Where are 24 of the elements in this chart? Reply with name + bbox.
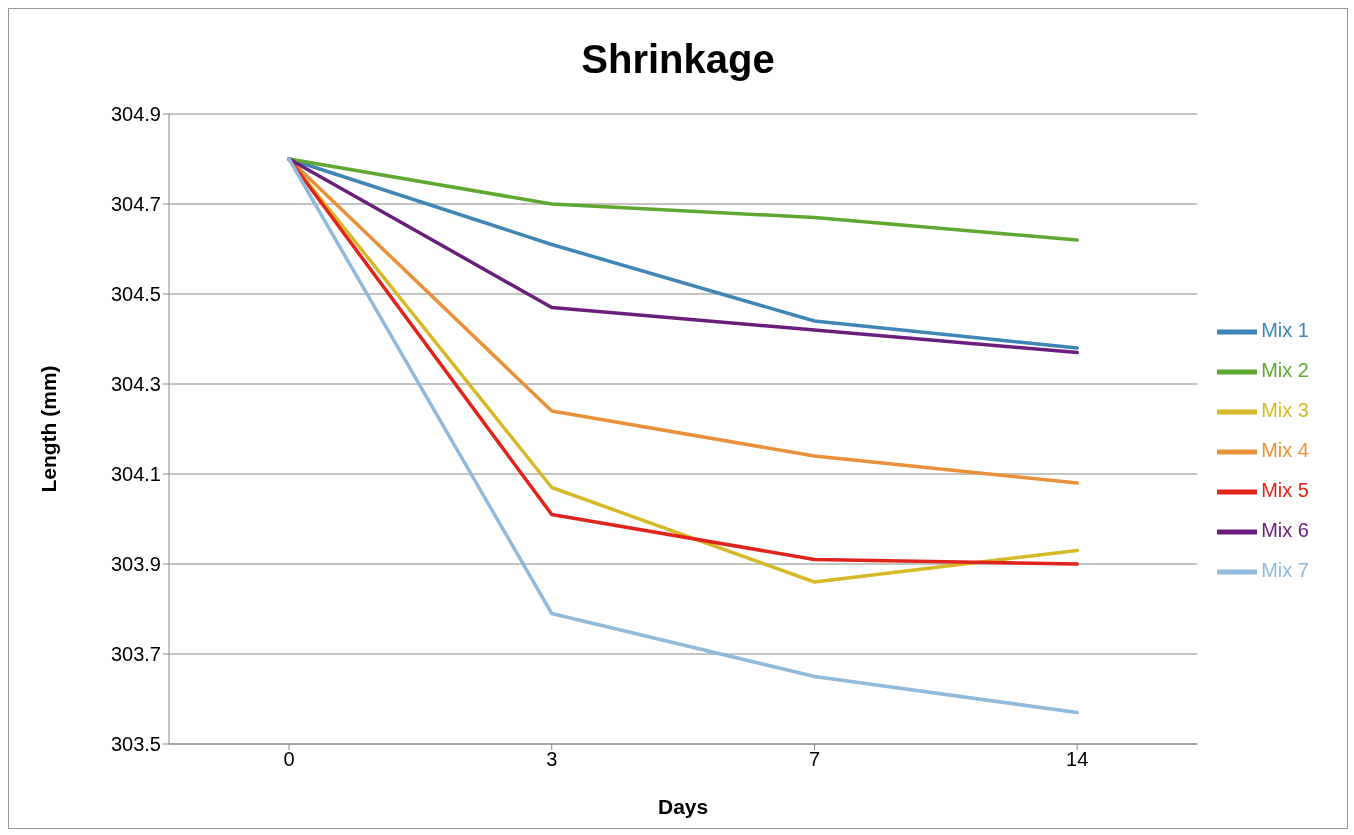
y-axis-title: Length (mm) [37, 365, 61, 493]
legend-label: Mix 3 [1261, 398, 1309, 421]
line-series [287, 157, 1079, 242]
x-tick-label: 3 [546, 748, 558, 771]
legend-label: Mix 5 [1261, 478, 1309, 501]
y-tick-label: 304.1 [110, 463, 161, 486]
x-tick-label: 0 [283, 748, 295, 771]
legend-label: Mix 6 [1261, 518, 1309, 541]
legend-label: Mix 7 [1261, 558, 1309, 581]
y-tick-label: 304.7 [110, 193, 161, 216]
line-series [287, 157, 1079, 715]
legend-label: Mix 4 [1261, 438, 1309, 461]
x-axis-title: Days [658, 795, 709, 818]
y-tick-label: 303.9 [110, 553, 161, 576]
chart-title: Shrinkage [580, 37, 776, 82]
y-tick-label: 303.5 [110, 733, 161, 756]
x-tick-label: 14 [1066, 748, 1089, 771]
y-tick-label: 304.3 [110, 373, 161, 396]
legend-label: Mix 2 [1261, 358, 1309, 381]
legend-label: Mix 1 [1261, 318, 1309, 341]
y-tick-label: 304.9 [110, 103, 161, 126]
y-tick-label: 304.5 [110, 283, 161, 306]
y-tick-label: 303.7 [110, 643, 161, 666]
x-tick-label: 7 [808, 748, 821, 771]
